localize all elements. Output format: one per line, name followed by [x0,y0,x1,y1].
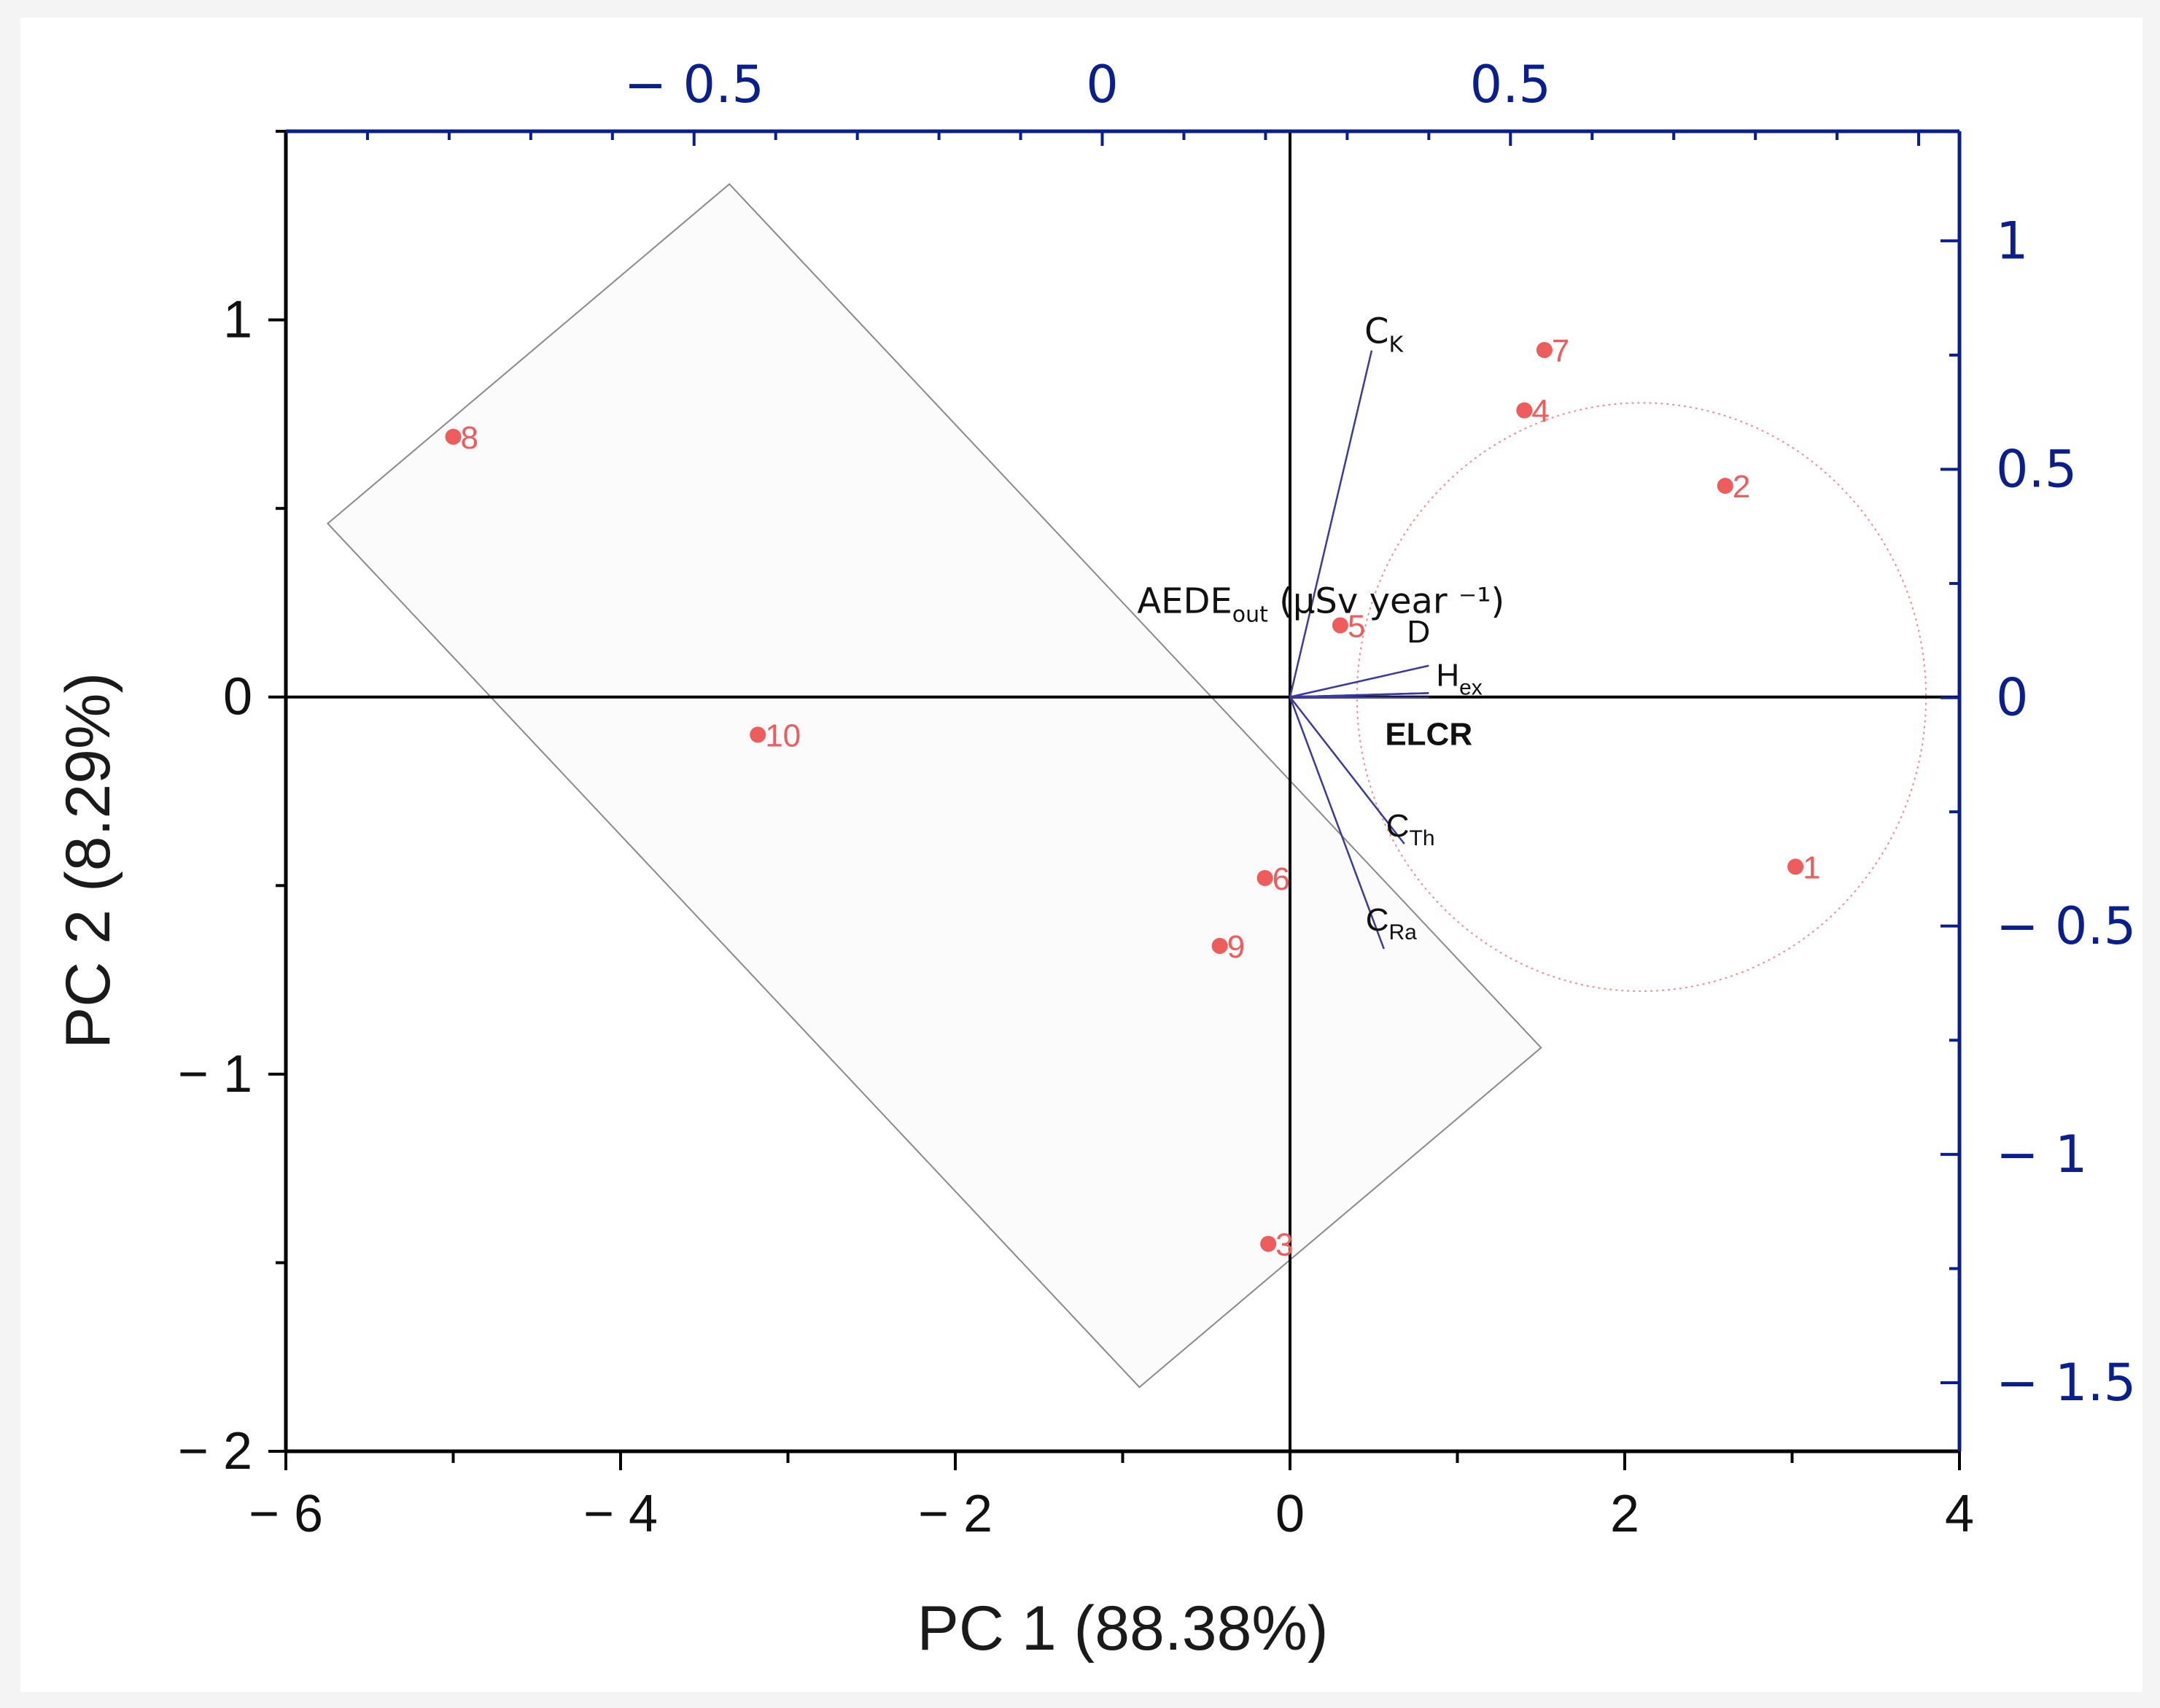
top-tick-label-bg [628,44,760,124]
score-point [1516,402,1533,419]
score-point [750,726,766,743]
loading-vector [1289,696,1429,699]
loading-label: AEDEout (μSv year ⁻¹) [1137,581,1504,627]
right-tick-label: 0.5 [1996,439,2077,499]
score-label: 4 [1531,394,1549,430]
loading-vector [1289,696,1405,845]
score-label: 7 [1552,333,1569,369]
y-tick-label: − 1 [178,1045,252,1103]
x-tick-label-bg [1901,1478,2018,1545]
score-point [1787,858,1804,875]
score-point [1260,1235,1277,1252]
loading-label: ELCR [1385,717,1472,753]
score-label: 6 [1273,861,1290,897]
loading-vector [1289,664,1429,698]
top-tick-label-bg [1445,44,1577,124]
right-tick-label-bg [1989,657,2127,734]
right-tick-label-bg [1989,201,2127,278]
right-tick-label-bg [1989,1343,2127,1420]
score-label: 10 [765,718,801,753]
x-axis-title: PC 1 (88.38%) [917,1594,1328,1664]
x-tick-label-bg [1566,1478,1683,1545]
score-point [1211,938,1228,955]
score-label: 9 [1227,929,1245,965]
plot-area [286,131,1959,1451]
x-tick-label: 0 [1275,1485,1305,1543]
right-tick-label-bg [1989,885,2127,963]
x-tick-label-bg [897,1478,1014,1545]
score-point [1536,341,1553,358]
axis-ticks: − 6 − 4 − 2 0 2 4 − 2 − 1 0 1 − 0.5 0 0.5 1 0.5 0 − 0.5 −… [162,44,2136,1545]
score-point [1332,617,1348,634]
x-tick-label: − 6 [249,1485,323,1543]
top-tick-label: 0 [1086,55,1119,114]
score-label: 8 [461,420,478,456]
loading-vector [1289,696,1385,950]
right-tick-label: − 0.5 [1996,896,2136,956]
right-tick-label: 1 [1996,211,2029,271]
top-tick-label-bg [1036,44,1168,124]
x-tick-label-bg [1232,1478,1348,1545]
top-tick-label: − 0.5 [624,55,764,114]
y-tick-label-bg [162,1411,257,1484]
x-tick-label: 2 [1610,1485,1639,1543]
loading-label: D [1407,614,1430,650]
score-label: 3 [1275,1227,1293,1263]
loading-label: Hex [1436,657,1482,699]
y-tick-label-bg [162,279,257,353]
score-point [1256,869,1273,886]
x-tick-label: − 4 [583,1485,658,1543]
y-axis-title: PC 2 (8.29%) [53,672,123,1049]
score-point [1717,478,1733,494]
score-label: 2 [1733,469,1750,505]
loading-vector [1289,350,1373,698]
right-tick-label-bg [1989,429,2127,506]
loading-label: CTh [1386,808,1435,850]
score-label: 5 [1348,608,1365,644]
y-tick-label: 1 [223,291,252,349]
y-tick-label-bg [162,656,257,730]
zero-lines [286,131,1959,1451]
right-tick-label-bg [1989,1114,2127,1191]
score-points: 1 2 3 4 5 6 7 8 9 10 [445,333,1821,1263]
group-rectangle [326,183,1542,1389]
score-label: 1 [1803,850,1820,885]
right-tick-label: − 1 [1996,1125,2087,1184]
score-point [445,428,462,445]
right-tick-label: 0 [1996,668,2029,728]
y-tick-label-bg [162,1033,257,1107]
x-tick-label: − 2 [918,1485,992,1543]
x-tick-label-bg [228,1478,344,1545]
y-tick-label: − 2 [178,1422,252,1480]
top-tick-label: 0.5 [1470,55,1551,114]
loading-label: CRa [1366,902,1417,944]
x-tick-label-bg [562,1478,679,1545]
x-tick-label: 4 [1945,1485,1974,1543]
right-tick-label: − 1.5 [1996,1353,2136,1413]
loading-label: CK [1364,311,1405,358]
y-tick-label: 0 [223,668,252,726]
